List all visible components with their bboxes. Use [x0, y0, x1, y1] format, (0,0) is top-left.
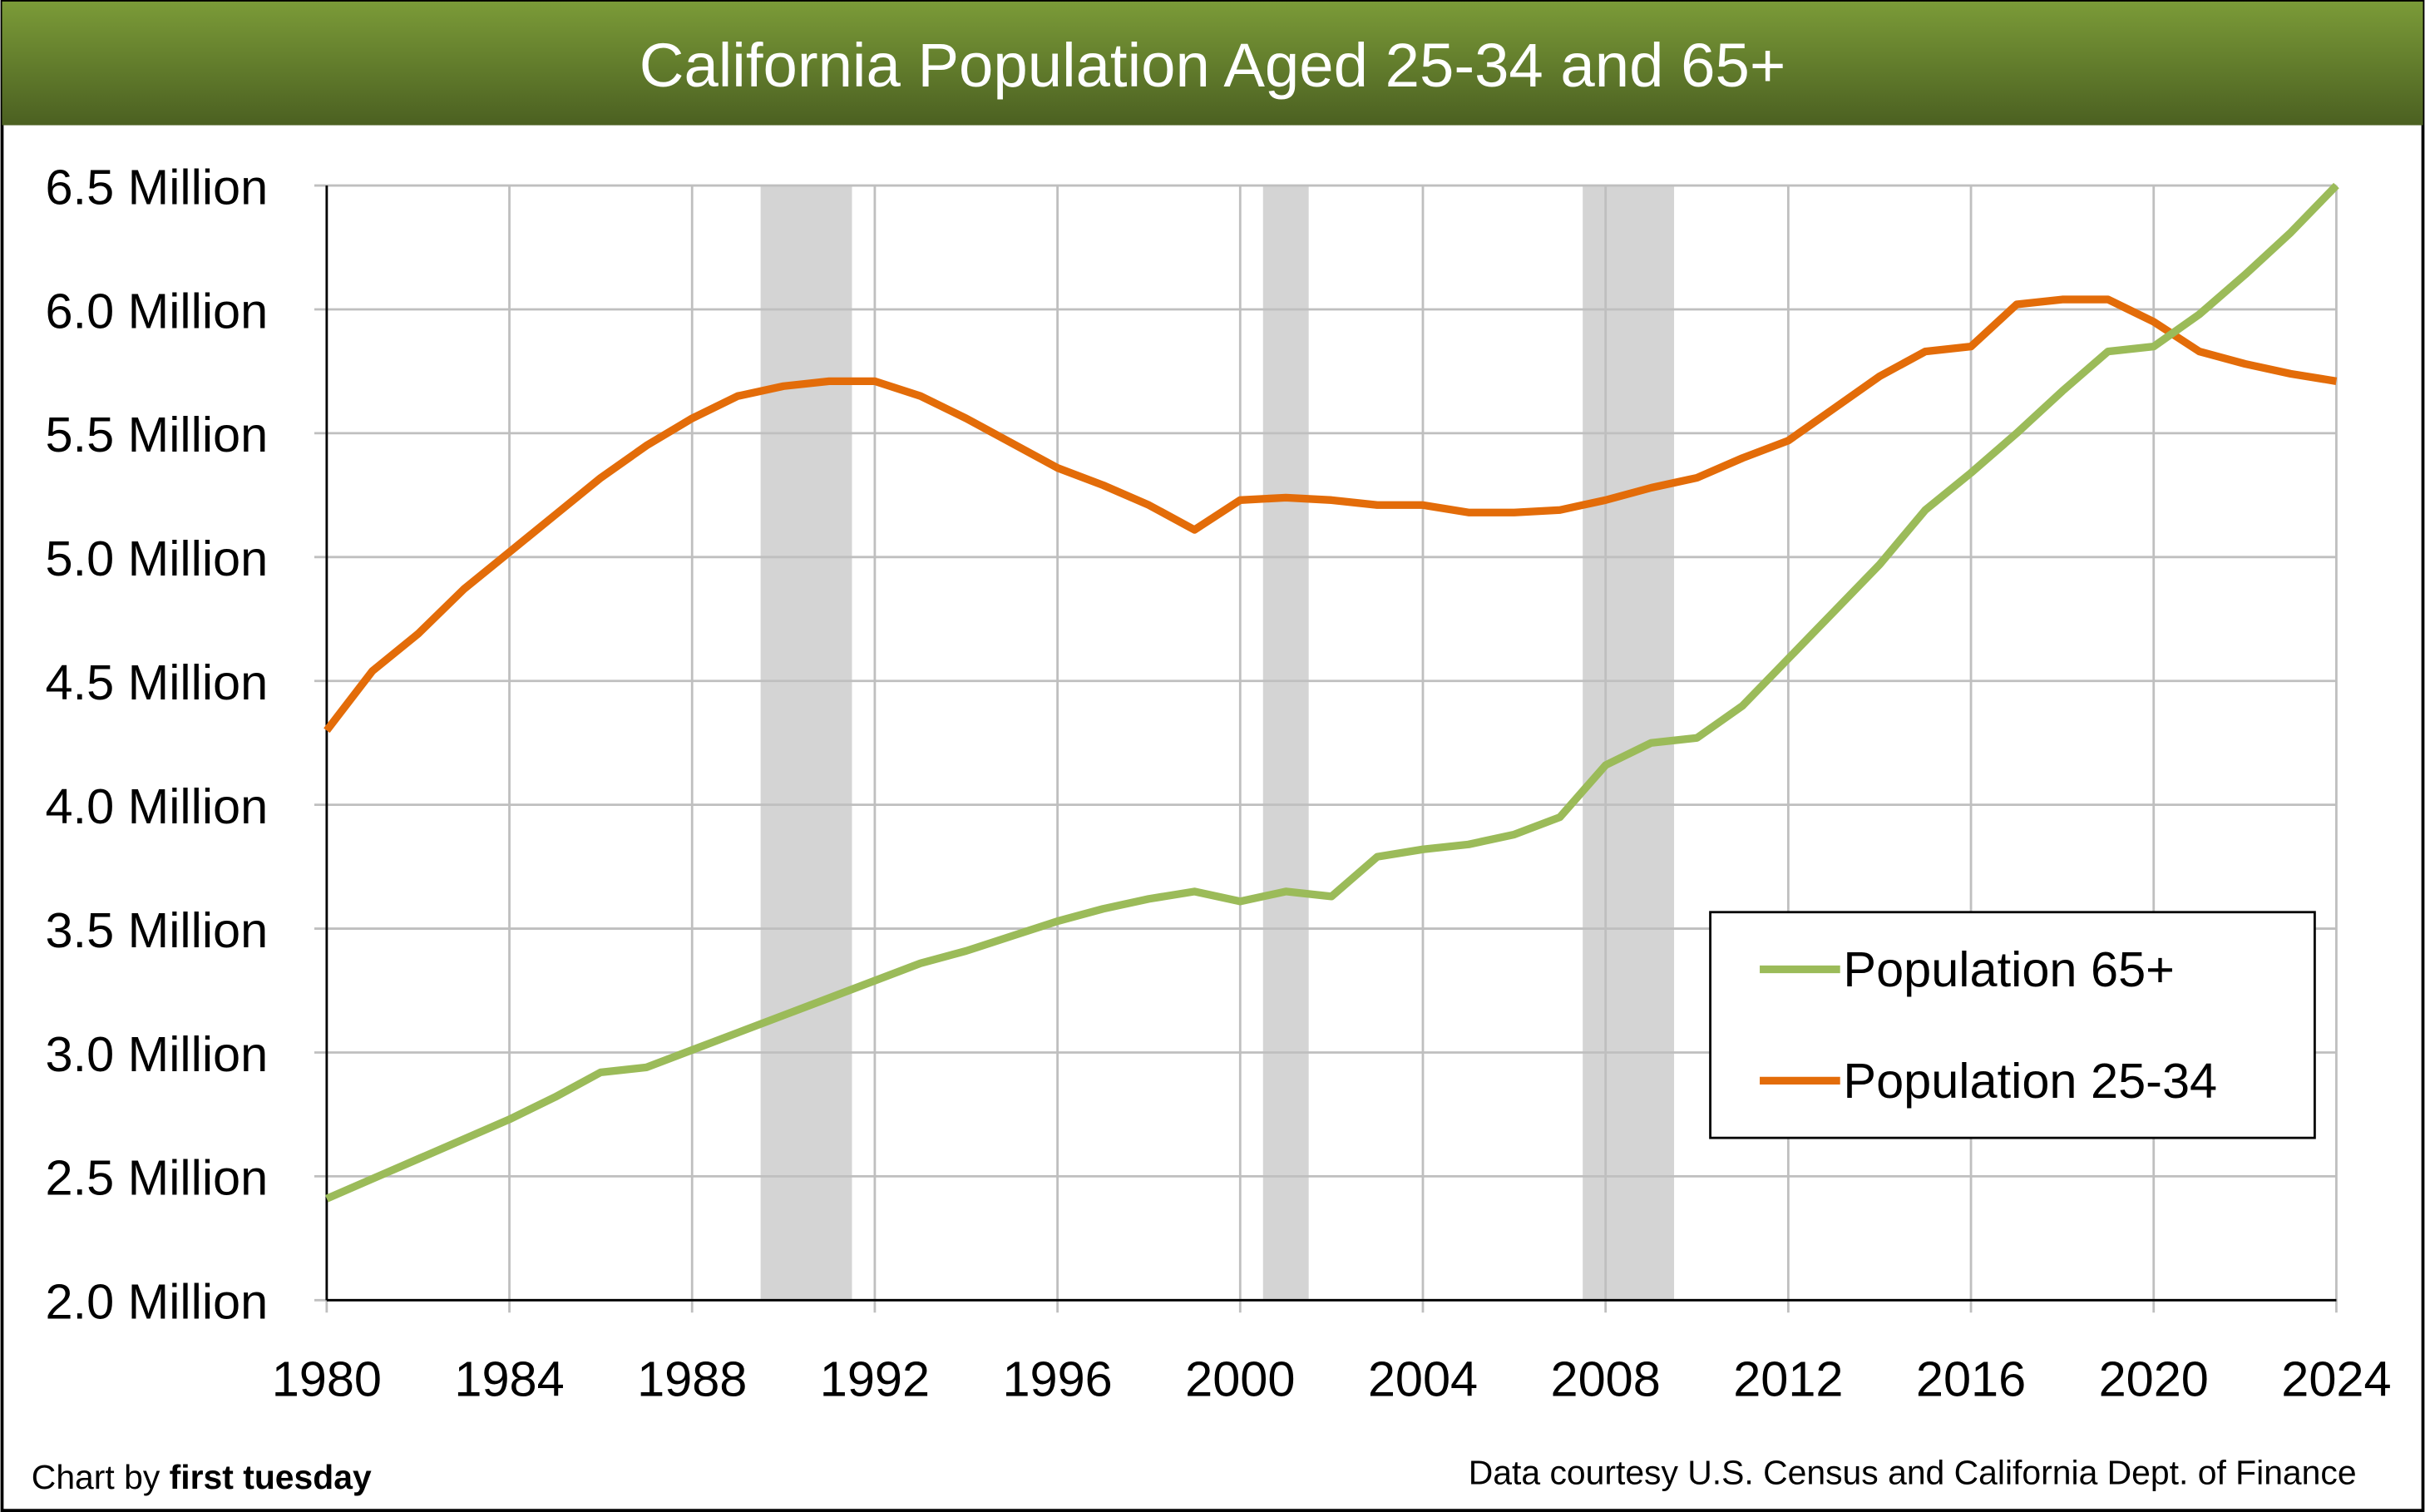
x-tick-label: 1984	[454, 1351, 564, 1407]
y-tick-label: 2.0 Million	[45, 1274, 268, 1330]
x-tick-label: 2024	[2281, 1351, 2391, 1407]
legend-label-25-34: Population 25-34	[1843, 1053, 2217, 1109]
y-tick-label: 5.5 Million	[45, 407, 268, 462]
x-tick-label: 2000	[1185, 1351, 1295, 1407]
chart-title: California Population Aged 25-34 and 65+	[640, 31, 1785, 100]
y-tick-label: 4.5 Million	[45, 655, 268, 710]
chart-credit: Chart by first tuesday	[32, 1458, 372, 1496]
legend: Population 65+ Population 25-34	[1709, 911, 2316, 1139]
x-tick-label: 1980	[272, 1351, 382, 1407]
y-tick-label: 3.0 Million	[45, 1026, 268, 1082]
data-source: Data courtesy U.S. Census and California…	[1469, 1454, 2357, 1492]
x-tick-label: 2012	[1733, 1351, 1843, 1407]
recession-band	[760, 185, 852, 1301]
y-tick-label: 2.5 Million	[45, 1150, 268, 1206]
x-tick-label: 2008	[1551, 1351, 1661, 1407]
x-tick-label: 1988	[637, 1351, 747, 1407]
series-line-population-25-34	[323, 295, 2338, 734]
y-tick-label: 5.0 Million	[45, 531, 268, 586]
title-bar	[2, 1, 2423, 126]
y-tick-label: 6.5 Million	[45, 159, 268, 215]
legend-label-65plus: Population 65+	[1843, 941, 2174, 997]
series-line-population-65-	[325, 182, 2339, 1203]
x-tick-label: 2020	[2099, 1351, 2209, 1407]
x-tick-label: 1992	[820, 1351, 930, 1407]
x-tick-label: 1996	[1002, 1351, 1112, 1407]
y-tick-label: 3.5 Million	[45, 902, 268, 958]
x-tick-label: 2004	[1368, 1351, 1478, 1407]
x-tick-label: 2016	[1916, 1351, 2026, 1407]
y-tick-label: 4.0 Million	[45, 778, 268, 834]
y-tick-label: 6.0 Million	[45, 283, 268, 338]
recession-band	[1262, 185, 1309, 1301]
